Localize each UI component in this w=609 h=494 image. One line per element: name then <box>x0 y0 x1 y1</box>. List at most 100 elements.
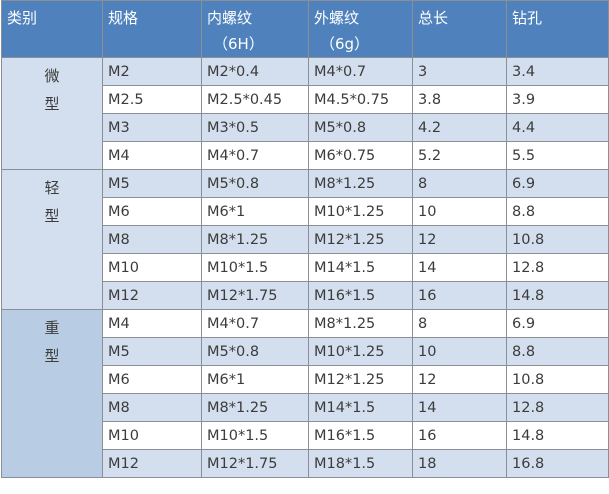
header-category: 类别 <box>1 0 103 58</box>
external-cell: M12*1.25 <box>308 365 413 394</box>
header-external-thread-label: 外螺纹 <box>314 9 360 27</box>
length-cell: 8 <box>412 169 507 198</box>
header-external-thread: 外螺纹 （6g） <box>308 0 413 58</box>
spec-cell: M8 <box>102 393 202 422</box>
internal-cell: M2*0.4 <box>201 57 309 86</box>
external-cell: M8*1.25 <box>308 309 413 338</box>
external-cell: M16*1.5 <box>308 281 413 310</box>
internal-cell: M2.5*0.45 <box>201 85 309 114</box>
length-cell: 3 <box>412 57 507 86</box>
spec-cell: M12 <box>102 449 202 478</box>
spec-cell: M10 <box>102 253 202 282</box>
external-cell: M10*1.25 <box>308 337 413 366</box>
drill-cell: 4.4 <box>506 113 609 142</box>
category-cell: 轻型 <box>1 169 103 310</box>
table-row: 微型 M2 M2*0.4 M4*0.7 3 3.4 <box>1 57 609 170</box>
internal-cell: M10*1.5 <box>201 421 309 450</box>
external-cell: M5*0.8 <box>308 113 413 142</box>
internal-cell: M6*1 <box>201 365 309 394</box>
table-row: M3 M3*0.5 M5*0.8 4.2 4.4 <box>2 113 609 142</box>
length-cell: 4.2 <box>412 113 507 142</box>
header-external-thread-tolerance: （6g） <box>320 35 370 53</box>
header-internal-thread-label: 内螺纹 <box>207 9 253 27</box>
drill-cell: 12.8 <box>506 393 609 422</box>
table-row: M6 M6*1 M10*1.25 10 8.8 <box>2 197 609 226</box>
thread-insert-spec-table: 类别 规格 内螺纹 （6H） 外螺纹 （6g） 总长 钻孔 微型 M2 M2*0.4 M4… <box>1 0 609 478</box>
spec-cell: M2 <box>102 57 202 86</box>
category-char: 型 <box>44 347 60 365</box>
internal-cell: M5*0.8 <box>201 169 309 198</box>
table-row: M2.5 M2.5*0.45 M4.5*0.75 3.8 3.9 <box>2 85 609 114</box>
category-char: 重 <box>44 319 60 337</box>
drill-cell: 12.8 <box>506 253 609 282</box>
external-cell: M10*1.25 <box>308 197 413 226</box>
length-cell: 16 <box>412 281 507 310</box>
table-row: M12 M12*1.75 M16*1.5 16 14.8 <box>2 281 609 310</box>
length-cell: 14 <box>412 393 507 422</box>
length-cell: 12 <box>412 365 507 394</box>
drill-cell: 3.9 <box>506 85 609 114</box>
internal-cell: M12*1.75 <box>201 449 309 478</box>
spec-cell: M5 <box>102 337 202 366</box>
header-total-length: 总长 <box>412 0 507 58</box>
internal-cell: M8*1.25 <box>201 225 309 254</box>
length-cell: 3.8 <box>412 85 507 114</box>
header-drill-hole: 钻孔 <box>506 0 609 58</box>
internal-cell: M4*0.7 <box>201 141 309 170</box>
internal-cell: M3*0.5 <box>201 113 309 142</box>
category-cell: 重型 <box>1 309 103 478</box>
internal-cell: M10*1.5 <box>201 253 309 282</box>
spec-cell: M3 <box>102 113 202 142</box>
external-cell: M8*1.25 <box>308 169 413 198</box>
spec-cell: M10 <box>102 421 202 450</box>
table-row: M4 M4*0.7 M6*0.75 5.2 5.5 <box>2 141 609 170</box>
category-char: 轻 <box>44 179 60 197</box>
spec-cell: M6 <box>102 197 202 226</box>
external-cell: M14*1.5 <box>308 393 413 422</box>
drill-cell: 6.9 <box>506 169 609 198</box>
category-char: 型 <box>44 95 60 113</box>
table-row: M8 M8*1.25 M14*1.5 14 12.8 <box>2 393 609 422</box>
table-row: 轻型 M5 M5*0.8 M8*1.25 8 6.9 <box>1 169 609 310</box>
category-char: 微 <box>44 67 60 85</box>
header-internal-thread: 内螺纹 （6H） <box>201 0 309 58</box>
drill-cell: 10.8 <box>506 225 609 254</box>
category-cell: 微型 <box>1 57 103 170</box>
table-row: M5 M5*0.8 M10*1.25 10 8.8 <box>2 337 609 366</box>
internal-cell: M5*0.8 <box>201 337 309 366</box>
spec-cell: M6 <box>102 365 202 394</box>
spec-cell: M8 <box>102 225 202 254</box>
length-cell: 12 <box>412 225 507 254</box>
internal-cell: M6*1 <box>201 197 309 226</box>
drill-cell: 5.5 <box>506 141 609 170</box>
spec-cell: M4 <box>102 309 202 338</box>
table-row: M10 M10*1.5 M16*1.5 16 14.8 <box>2 421 609 450</box>
drill-cell: 10.8 <box>506 365 609 394</box>
internal-cell: M4*0.7 <box>201 309 309 338</box>
length-cell: 18 <box>412 449 507 478</box>
internal-cell: M8*1.25 <box>201 393 309 422</box>
drill-cell: 3.4 <box>506 57 609 86</box>
spec-cell: M5 <box>102 169 202 198</box>
category-char: 型 <box>44 207 60 225</box>
length-cell: 10 <box>412 337 507 366</box>
header-spec: 规格 <box>102 0 202 58</box>
header-row: 类别 规格 内螺纹 （6H） 外螺纹 （6g） 总长 钻孔 <box>1 0 609 58</box>
drill-cell: 16.8 <box>506 449 609 478</box>
length-cell: 5.2 <box>412 141 507 170</box>
spec-cell: M4 <box>102 141 202 170</box>
length-cell: 16 <box>412 421 507 450</box>
spec-cell: M2.5 <box>102 85 202 114</box>
table-row: M8 M8*1.25 M12*1.25 12 10.8 <box>2 225 609 254</box>
external-cell: M4*0.7 <box>308 57 413 86</box>
table-row: 重型 M4 M4*0.7 M8*1.25 8 6.9 <box>1 309 609 478</box>
external-cell: M4.5*0.75 <box>308 85 413 114</box>
spec-cell: M12 <box>102 281 202 310</box>
length-cell: 10 <box>412 197 507 226</box>
table-row: M10 M10*1.5 M14*1.5 14 12.8 <box>2 253 609 282</box>
drill-cell: 8.8 <box>506 337 609 366</box>
external-cell: M16*1.5 <box>308 421 413 450</box>
external-cell: M6*0.75 <box>308 141 413 170</box>
table-row: M12 M12*1.75 M18*1.5 18 16.8 <box>2 449 609 478</box>
drill-cell: 14.8 <box>506 281 609 310</box>
